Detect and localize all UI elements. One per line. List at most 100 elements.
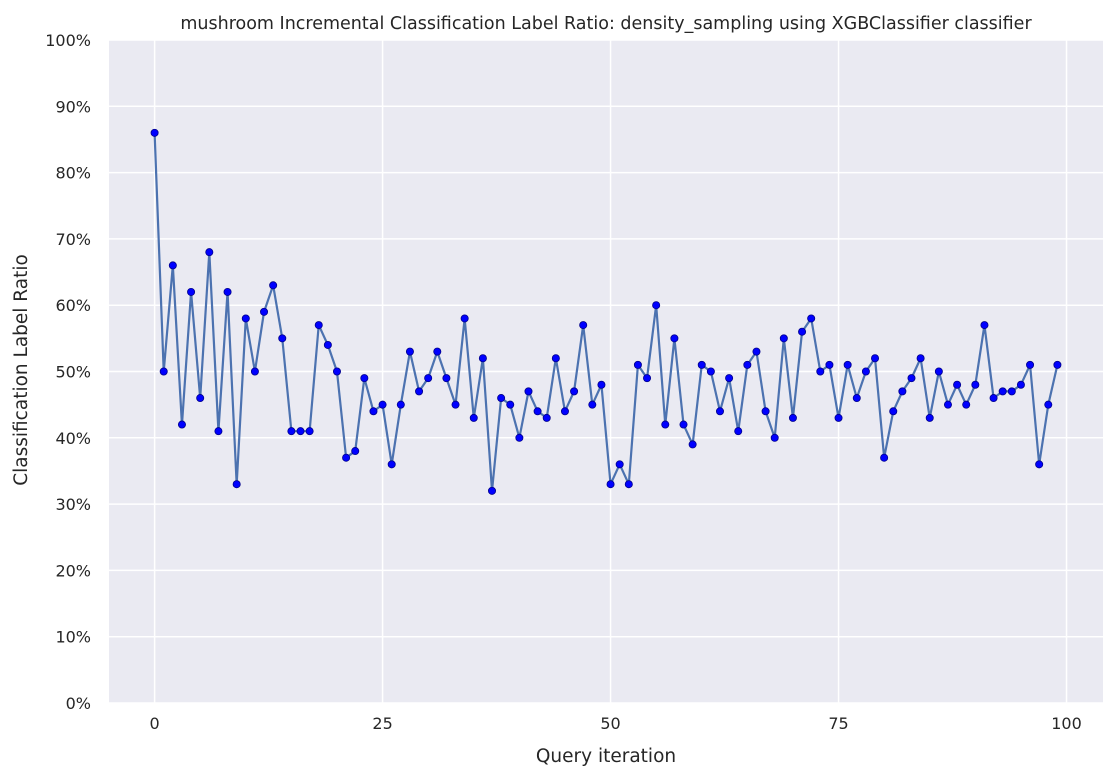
data-point (615, 460, 624, 469)
data-point (943, 400, 952, 409)
data-point (296, 427, 305, 436)
x-tick-label: 25 (372, 714, 392, 733)
data-point (643, 374, 652, 383)
data-point (223, 287, 232, 296)
y-tick-label: 40% (55, 429, 91, 448)
y-tick-label: 0% (66, 694, 91, 713)
data-point (387, 460, 396, 469)
data-point (323, 340, 332, 349)
data-point (305, 427, 314, 436)
data-point (369, 407, 378, 416)
y-tick-label: 70% (55, 230, 91, 249)
data-point (405, 347, 414, 356)
data-point (177, 420, 186, 429)
data-point (752, 347, 761, 356)
data-point (342, 453, 351, 462)
data-point (570, 387, 579, 396)
data-point (697, 360, 706, 369)
data-point (606, 480, 615, 489)
data-point (779, 334, 788, 343)
x-tick-label: 75 (828, 714, 848, 733)
data-point (989, 394, 998, 403)
data-point (889, 407, 898, 416)
data-point (725, 374, 734, 383)
data-point (451, 400, 460, 409)
data-point (515, 433, 524, 442)
data-point (688, 440, 697, 449)
data-point (761, 407, 770, 416)
data-point (542, 413, 551, 422)
data-point (788, 413, 797, 422)
data-point (1016, 380, 1025, 389)
data-point (150, 128, 159, 137)
data-point (588, 400, 597, 409)
data-point (597, 380, 606, 389)
data-point (332, 367, 341, 376)
data-point (314, 321, 323, 330)
data-point (679, 420, 688, 429)
data-point (652, 301, 661, 310)
data-point (825, 360, 834, 369)
chart-title: mushroom Incremental Classification Labe… (180, 14, 1032, 34)
data-point (880, 453, 889, 462)
data-point (196, 394, 205, 403)
data-point (433, 347, 442, 356)
data-point (488, 486, 497, 495)
data-point (916, 354, 925, 363)
data-point (260, 307, 269, 316)
data-point (861, 367, 870, 376)
data-point (1044, 400, 1053, 409)
data-point (1035, 460, 1044, 469)
data-point (980, 321, 989, 330)
x-axis-ticks: 0 25 50 75 100 (150, 714, 1082, 733)
series-line-layer (153, 132, 1059, 492)
data-point (187, 287, 196, 296)
data-point (351, 447, 360, 456)
data-point (633, 360, 642, 369)
y-tick-label: 90% (55, 97, 91, 116)
data-point (214, 427, 223, 436)
data-point (497, 394, 506, 403)
data-point (360, 374, 369, 383)
y-tick-label: 80% (55, 164, 91, 183)
data-point (396, 400, 405, 409)
y-tick-label: 30% (55, 495, 91, 514)
data-point (807, 314, 816, 323)
data-point (834, 413, 843, 422)
data-point (232, 480, 241, 489)
data-point (1026, 360, 1035, 369)
data-point (241, 314, 250, 323)
data-point (287, 427, 296, 436)
y-tick-label: 60% (55, 296, 91, 315)
data-point (743, 360, 752, 369)
data-point (998, 387, 1007, 396)
data-point (1053, 360, 1062, 369)
x-tick-label: 50 (600, 714, 620, 733)
x-axis-label: Query iteration (536, 746, 676, 767)
data-point (250, 367, 259, 376)
data-point (205, 248, 214, 257)
data-point (1007, 387, 1016, 396)
data-point (551, 354, 560, 363)
y-tick-label: 20% (55, 561, 91, 580)
data-point (843, 360, 852, 369)
data-point (898, 387, 907, 396)
data-point (816, 367, 825, 376)
data-point (907, 374, 916, 383)
data-point (798, 327, 807, 336)
y-axis-label: Classification Label Ratio (11, 254, 32, 486)
data-point (533, 407, 542, 416)
series-markers (150, 128, 1062, 495)
data-point (378, 400, 387, 409)
x-tick-label: 0 (150, 714, 160, 733)
data-point (770, 433, 779, 442)
series-line (153, 132, 1059, 492)
data-point (579, 321, 588, 330)
y-tick-label: 50% (55, 363, 91, 382)
data-point (624, 480, 633, 489)
data-point (560, 407, 569, 416)
y-tick-label: 10% (55, 628, 91, 647)
data-point (278, 334, 287, 343)
